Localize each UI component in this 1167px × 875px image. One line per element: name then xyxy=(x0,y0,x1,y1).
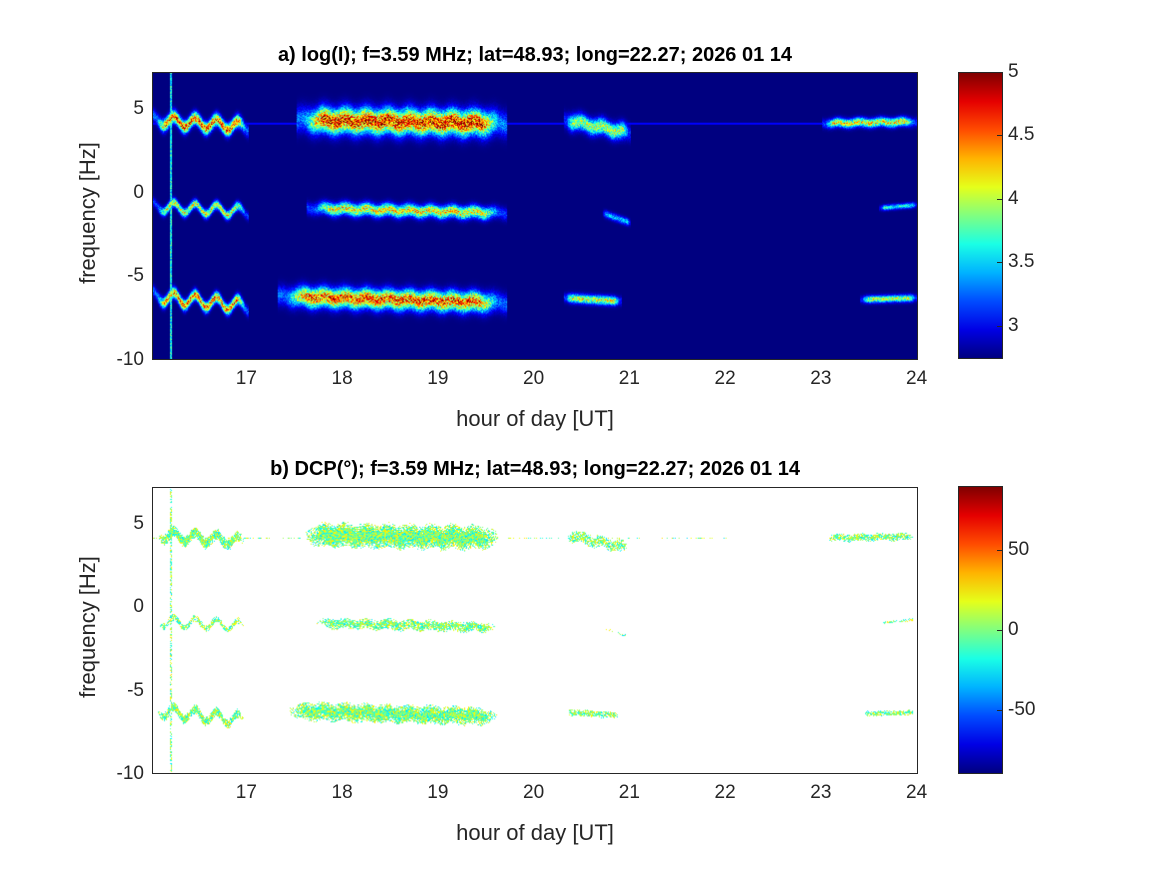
xtick-b-17: 17 xyxy=(235,782,257,803)
xtick-b-24: 24 xyxy=(906,782,928,803)
colorbar-tick-b-50: 50 xyxy=(1008,539,1030,560)
ytick-a-0: 0 xyxy=(133,181,144,203)
ylabel-b: frequency [Hz] xyxy=(75,556,100,698)
ytick-b--5: -5 xyxy=(127,679,144,701)
xtick-a-23: 23 xyxy=(810,368,832,389)
colorbar-tick-b-0: 0 xyxy=(1008,619,1019,640)
xtick-a-21: 21 xyxy=(618,368,640,389)
colorbar-tick-a-4.5: 4.5 xyxy=(1008,124,1035,146)
spectrogram-a xyxy=(153,73,917,359)
xlabel-a: hour of day [UT] xyxy=(456,406,614,431)
ytick-a-5: 5 xyxy=(133,97,144,119)
xlabel-b: hour of day [UT] xyxy=(456,820,614,845)
xtick-b-19: 19 xyxy=(427,782,449,803)
colorbar-tick-a-3: 3 xyxy=(1008,314,1019,336)
ytick-b-0: 0 xyxy=(133,596,144,618)
plot-b-dcp xyxy=(152,487,918,774)
xtick-a-24: 24 xyxy=(906,368,928,389)
xtick-a-22: 22 xyxy=(714,368,736,389)
xtick-b-20: 20 xyxy=(523,782,545,803)
ytick-a--5: -5 xyxy=(127,265,144,287)
ytick-b-5: 5 xyxy=(133,512,144,534)
xtick-a-20: 20 xyxy=(523,368,545,389)
xtick-a-17: 17 xyxy=(235,368,257,389)
xtick-b-22: 22 xyxy=(714,782,736,803)
colorbar-b xyxy=(958,486,1003,774)
plot-a-log-intensity xyxy=(152,72,918,360)
ytick-b--10: -10 xyxy=(116,763,144,784)
colorbar-tick-a-3.5: 3.5 xyxy=(1008,251,1035,273)
xtick-b-18: 18 xyxy=(331,782,353,803)
xtick-a-19: 19 xyxy=(427,368,449,389)
title-a: a) log(I); f=3.59 MHz; lat=48.93; long=2… xyxy=(277,44,793,66)
colorbar-tick-b--50: -50 xyxy=(1008,699,1036,720)
colorbar-tick-a-4: 4 xyxy=(1008,187,1019,209)
colorbar-tick-mark xyxy=(997,262,1002,264)
colorbar-tick-mark xyxy=(997,72,1002,73)
colorbar-a xyxy=(958,72,1003,359)
colorbar-tick-mark xyxy=(997,630,1002,631)
ylabel-a: frequency [Hz] xyxy=(75,142,100,284)
colorbar-tick-a-5: 5 xyxy=(1008,61,1019,82)
xtick-b-23: 23 xyxy=(810,782,832,803)
colorbar-tick-mark xyxy=(997,198,1002,200)
colorbar-tick-mark xyxy=(997,710,1002,711)
colorbar-tick-mark xyxy=(997,325,1002,327)
colorbar-tick-mark xyxy=(997,550,1002,551)
xtick-a-18: 18 xyxy=(331,368,353,389)
xtick-b-21: 21 xyxy=(618,782,640,803)
spectrogram-b xyxy=(153,488,917,773)
ytick-a--10: -10 xyxy=(116,349,144,370)
colorbar-tick-mark xyxy=(997,135,1002,137)
title-b: b) DCP(°); f=3.59 MHz; lat=48.93; long=2… xyxy=(270,458,800,480)
